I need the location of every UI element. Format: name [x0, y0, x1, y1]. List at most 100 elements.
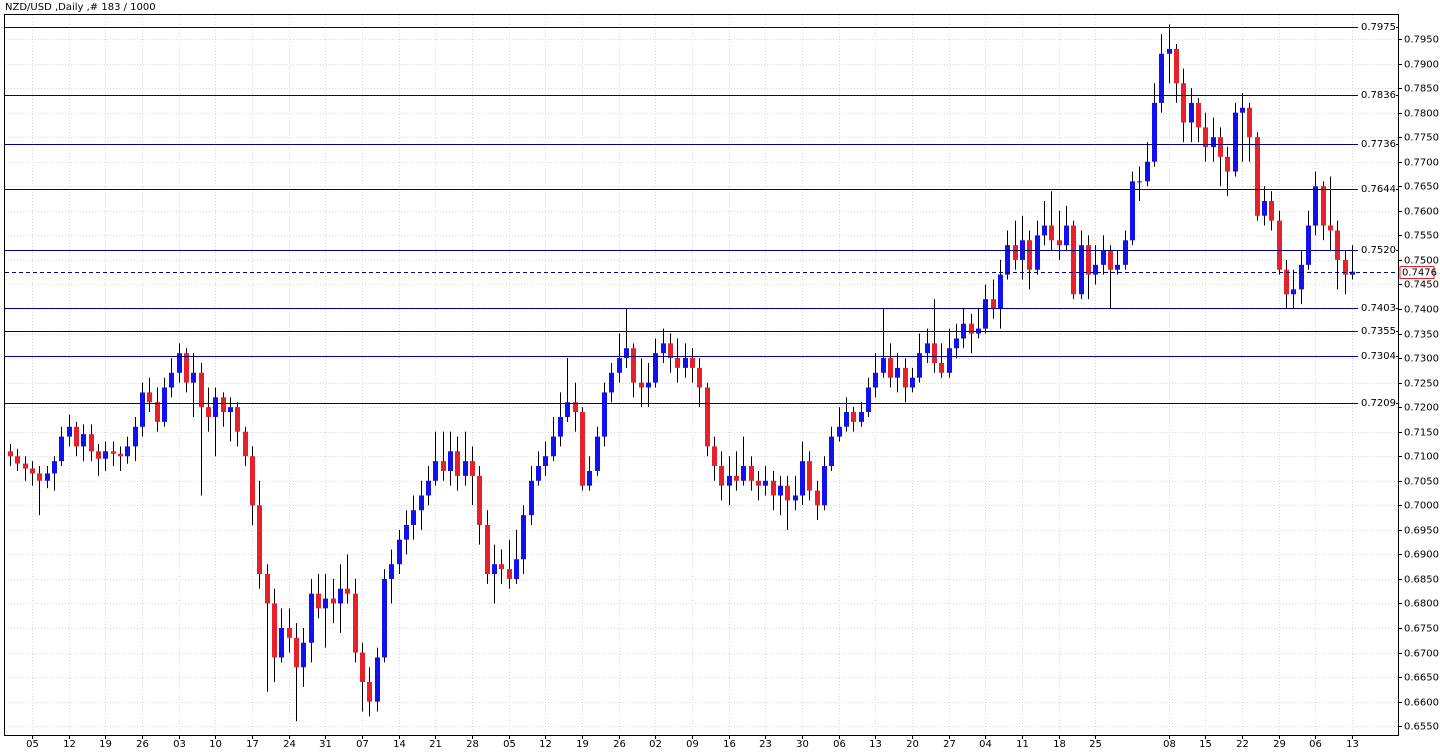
candle-body: [639, 382, 644, 388]
candle-body: [1306, 225, 1311, 265]
candle-body: [191, 372, 196, 383]
x-tick-label: 10: [209, 739, 222, 750]
candle-body: [485, 524, 490, 575]
candle-body: [1225, 156, 1230, 172]
y-tick-label: 0.6650: [1404, 673, 1439, 684]
candle-body: [1196, 102, 1201, 128]
candle-body: [624, 348, 629, 359]
candle-body: [331, 598, 336, 604]
candle-body: [543, 456, 548, 467]
candle-body: [74, 426, 79, 447]
candle-body: [397, 539, 402, 565]
y-tick-label: 0.6950: [1404, 526, 1439, 537]
candle-body: [1071, 225, 1076, 295]
candle-body: [675, 358, 680, 368]
level-tag-bg: [1358, 21, 1396, 33]
level-label: 0.7304: [1361, 351, 1396, 362]
candle-body: [15, 456, 20, 464]
y-tick-label: 0.7500: [1404, 256, 1439, 267]
candle-body: [1203, 127, 1208, 148]
x-tick-label: 27: [943, 739, 956, 750]
candle-body: [1108, 250, 1113, 270]
candle-body: [705, 387, 710, 447]
y-tick-label: 0.6600: [1404, 698, 1439, 709]
level-label: 0.7836: [1361, 90, 1396, 101]
candle-body: [873, 372, 878, 388]
candle-body: [954, 338, 959, 349]
candle-body: [338, 588, 343, 604]
candle-body: [213, 397, 218, 417]
x-tick-label: 28: [466, 739, 479, 750]
candle-body: [602, 392, 607, 437]
candle-body: [1247, 107, 1252, 138]
candle-body: [1262, 201, 1267, 216]
candle-body: [118, 453, 123, 457]
candle-body: [800, 461, 805, 496]
level-tag-bg: [1358, 302, 1396, 314]
candle-body: [778, 485, 783, 496]
candle-body: [719, 466, 724, 486]
candle-body: [1013, 245, 1018, 260]
candle-body: [1086, 245, 1091, 275]
candle-body: [184, 353, 189, 383]
x-tick-label: 19: [99, 739, 112, 750]
candle-body: [727, 475, 732, 486]
candle-body: [492, 564, 497, 575]
y-tick-label: 0.7450: [1404, 280, 1439, 291]
x-tick-label: 24: [283, 739, 296, 750]
y-tick-label: 0.7550: [1404, 231, 1439, 242]
candle-body: [1240, 107, 1245, 113]
candle-body: [983, 299, 988, 329]
candle-body: [199, 372, 204, 408]
y-tick-label: 0.7650: [1404, 182, 1439, 193]
candle-body: [30, 468, 35, 474]
candle-body: [991, 299, 996, 309]
candle-body: [1101, 250, 1106, 265]
candle-body: [859, 412, 864, 422]
candle-body: [448, 451, 453, 471]
candle-body: [433, 461, 438, 481]
candle-body: [969, 323, 974, 334]
candle-body: [587, 470, 592, 486]
candle-body: [866, 387, 871, 413]
y-tick-label: 0.7400: [1404, 305, 1439, 316]
candle-body: [1328, 225, 1333, 231]
candle-body: [844, 412, 849, 427]
candle-body: [837, 426, 842, 437]
candle-body: [910, 377, 915, 388]
candle-body: [389, 564, 394, 579]
candle-body: [1167, 48, 1172, 54]
candle-body: [932, 343, 937, 363]
candle-body: [573, 402, 578, 413]
level-label: 0.7355: [1361, 326, 1396, 337]
candle-body: [1079, 245, 1084, 295]
candle-body: [140, 392, 145, 427]
x-tick-label: 22: [1236, 739, 1249, 750]
candle-body: [45, 473, 50, 481]
candle-body: [455, 451, 460, 476]
level-tag-bg: [1358, 183, 1396, 195]
candle-body: [309, 593, 314, 643]
y-tick-label: 0.6750: [1404, 624, 1439, 635]
candle-body: [631, 348, 636, 383]
y-tick-label: 0.7750: [1404, 133, 1439, 144]
y-tick-label: 0.7200: [1404, 403, 1439, 414]
candle-body: [771, 480, 776, 496]
candle-body: [793, 495, 798, 501]
candle-body: [345, 588, 350, 594]
candle-body: [382, 578, 387, 658]
level-tag-bg: [1358, 325, 1396, 337]
candle-body: [939, 362, 944, 373]
candle-body: [1277, 220, 1282, 270]
y-tick-label: 0.7150: [1404, 428, 1439, 439]
x-tick-label: 14: [393, 739, 406, 750]
candle-body: [683, 358, 688, 368]
candle-body: [316, 593, 321, 609]
candle-body: [807, 461, 812, 491]
level-tag-bg: [1358, 397, 1396, 409]
candle-body: [477, 475, 482, 525]
candle-body: [1064, 225, 1069, 246]
candle-body: [133, 426, 138, 447]
last-price-tag: [1399, 266, 1435, 279]
